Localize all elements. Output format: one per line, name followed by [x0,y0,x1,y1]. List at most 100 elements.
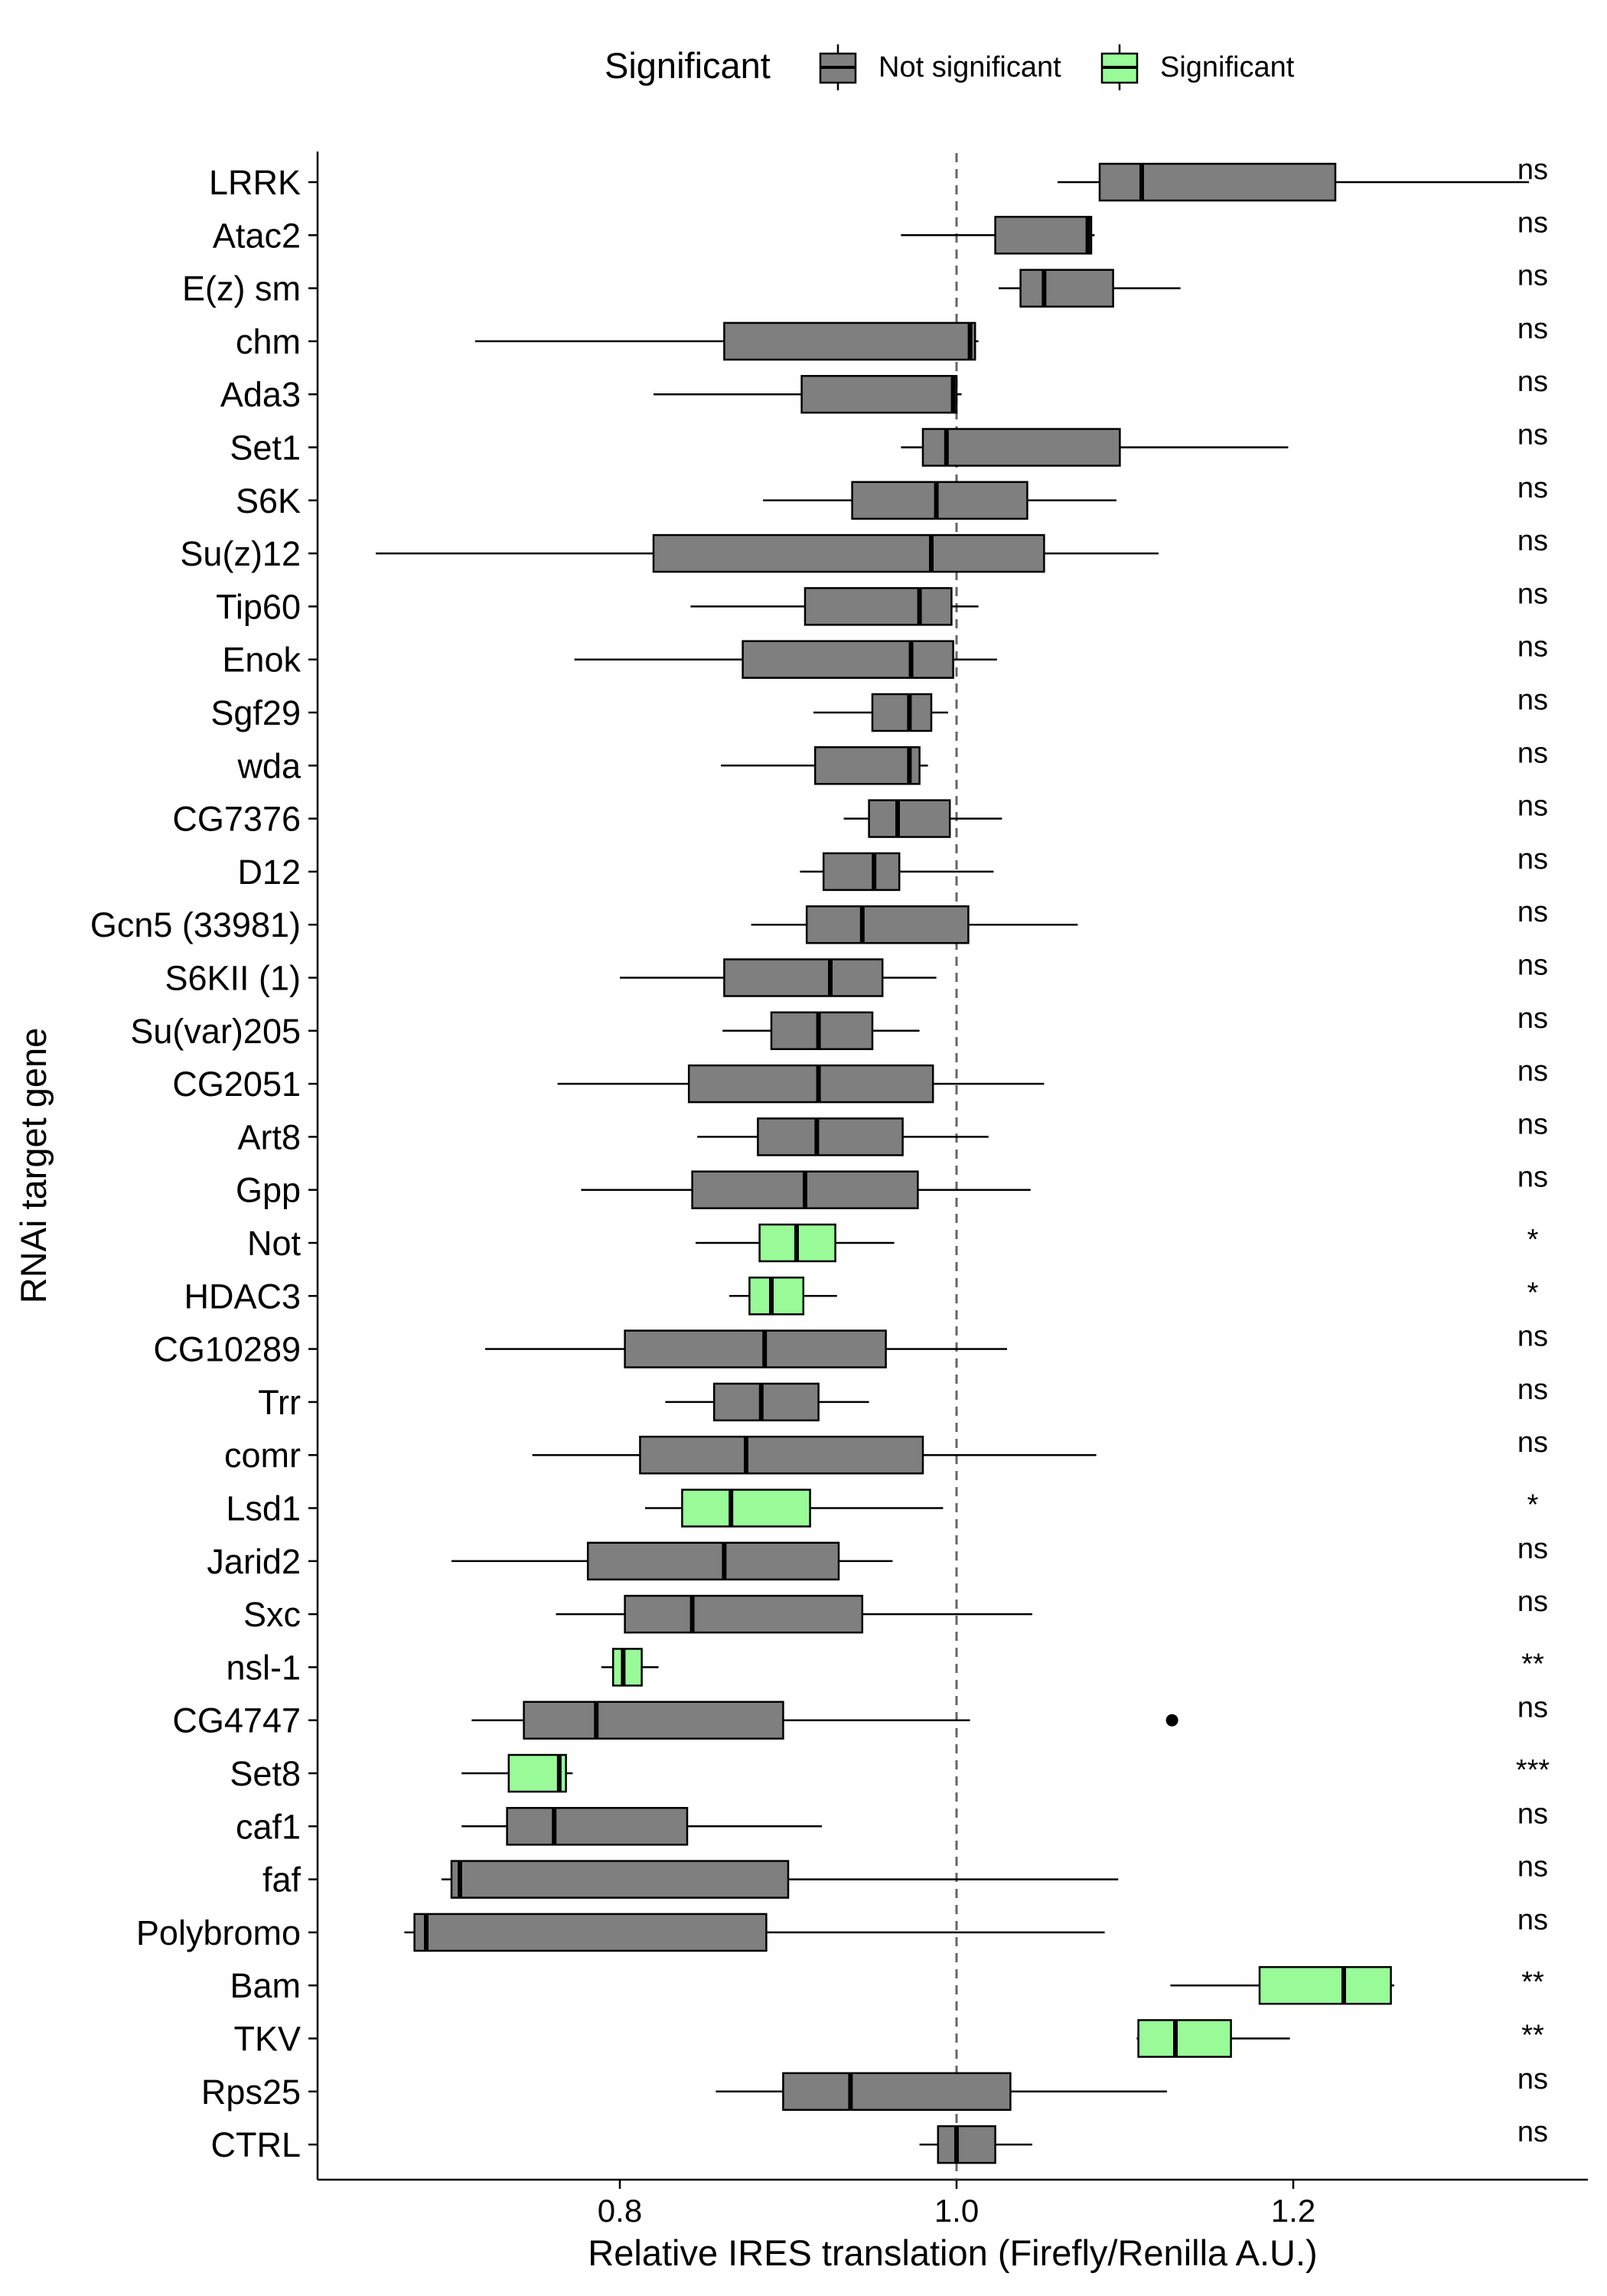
significance-label-gcn5-33981: ns [1517,896,1548,928]
legend-label-not-significant: Not significant [878,51,1061,83]
gene-row: Polybromo ns [136,1904,1548,1952]
y-tick-label-su-z-12: Su(z)12 [180,534,301,573]
significance-label-not: * [1527,1224,1539,1256]
y-tick-label-s6k: S6K [236,481,301,520]
box-rps25 [782,2072,1012,2112]
gene-row: Sgf29 ns [210,684,1548,732]
box-polybromo [413,1913,768,1952]
x-axis-ticks: 0.8 1.0 1.2 [598,2180,1315,2229]
y-tick-label-tkv: TKV [233,2020,301,2059]
gene-row: Sxc ns [243,1586,1548,1634]
box-jarid2 [586,1541,840,1581]
y-tick-label-bam: Bam [230,1966,301,2005]
box-lsd1 [681,1489,811,1528]
significance-label-trr: ns [1517,1374,1548,1406]
y-tick-label-cg7376: CG7376 [172,800,301,839]
box-cg7376 [868,799,951,838]
outlier-point [1165,1714,1178,1727]
legend-key-not-significant [819,44,857,90]
gene-row: LRRK ns [209,154,1548,202]
legend-title: Significant [605,45,771,86]
significance-label-caf1: ns [1517,1798,1548,1830]
y-tick-label-set8: Set8 [230,1754,301,1793]
significance-label-d12: ns [1517,843,1548,876]
gene-row: Lsd1 * [226,1489,1539,1528]
significance-label-e-z-sm: ns [1517,260,1548,292]
gene-row: D12 ns [237,843,1548,892]
y-tick-label-d12: D12 [237,853,301,892]
significance-label-set8: *** [1516,1754,1550,1786]
box-lrrk [1098,162,1337,202]
significance-label-comr: ns [1517,1427,1548,1459]
legend: Significant Not significant Significant [605,44,1295,90]
box-enok [742,640,954,679]
box-bam [1258,1965,1392,2005]
gene-row: Su(var)205 ns [130,1003,1548,1051]
box-chm [723,321,976,361]
box-ctrl [937,2125,996,2164]
gene-row: Art8 ns [237,1108,1548,1156]
y-tick-label-wda: wda [236,746,302,785]
y-tick-label-su-var-205: Su(var)205 [130,1012,301,1051]
gene-row: Set1 ns [230,419,1548,468]
x-axis-title: Relative IRES translation (Firefly/Renil… [588,2232,1317,2273]
y-tick-label-art8: Art8 [237,1117,301,1156]
y-tick-label-faf: faf [262,1861,302,1900]
gene-row: Set8 *** [230,1753,1550,1793]
significance-label-cg2051: ns [1517,1055,1548,1088]
y-tick-label-s6kii-1: S6KII (1) [165,959,301,998]
significance-label-chm: ns [1517,313,1548,345]
significance-label-ctrl: ns [1517,2116,1548,2148]
significance-label-s6k: ns [1517,472,1548,504]
gene-row: Jarid2 ns [207,1533,1548,1581]
gene-row: Atac2 ns [213,207,1548,255]
box-s6kii-1 [723,958,884,997]
y-tick-label-cg4747: CG4747 [172,1701,301,1740]
x-tick-label: 1.2 [1271,2193,1315,2229]
gene-row: CTRL ns [210,2116,1548,2164]
significance-label-art8: ns [1517,1108,1548,1140]
significance-label-jarid2: ns [1517,1533,1548,1565]
box-gcn5-33981 [805,905,970,944]
gene-row: caf1 ns [236,1798,1548,1846]
significance-label-polybromo: ns [1517,1904,1548,1936]
gene-row: S6KII (1) ns [165,950,1548,998]
box-tip60 [804,587,953,626]
gene-row: HDAC3 * [184,1277,1539,1316]
gene-row: Trr ns [258,1374,1548,1422]
y-tick-label-atac2: Atac2 [213,216,301,255]
y-tick-label-chm: chm [236,322,301,361]
box-d12 [822,852,901,892]
y-tick-label-comr: comr [224,1436,301,1475]
box-nsl-1 [611,1648,643,1687]
significance-label-nsl-1: ** [1521,1648,1544,1680]
box-ada3 [800,374,958,414]
gene-row: CG7376 ns [172,791,1548,839]
y-tick-label-not: Not [247,1224,302,1263]
y-tick-label-hdac3: HDAC3 [184,1277,301,1316]
gene-row: E(z) sm ns [182,260,1548,308]
significance-label-gpp: ns [1517,1162,1548,1194]
y-tick-label-polybromo: Polybromo [136,1913,301,1952]
y-tick-label-caf1: caf1 [236,1807,301,1846]
gene-row: Tip60 ns [216,578,1548,626]
box-comr [639,1435,924,1475]
y-tick-label-ctrl: CTRL [210,2125,301,2164]
box-caf1 [506,1807,689,1846]
significance-label-cg7376: ns [1517,791,1548,823]
significance-label-cg4747: ns [1517,1692,1548,1724]
significance-label-s6kii-1: ns [1517,950,1548,982]
box-set1 [921,428,1121,467]
y-tick-label-ada3: Ada3 [220,375,301,414]
gene-row: faf ns [262,1851,1548,1900]
legend-key-significant [1100,44,1139,90]
gene-row: comr ns [224,1427,1548,1475]
significance-label-wda: ns [1517,737,1548,769]
box-wda [813,746,921,785]
box-art8 [757,1117,904,1156]
gene-row: Rps25 ns [201,2063,1548,2112]
significance-label-su-var-205: ns [1517,1003,1548,1035]
box-s6k [851,481,1028,520]
y-tick-label-set1: Set1 [230,429,301,468]
box-atac2 [994,216,1093,255]
